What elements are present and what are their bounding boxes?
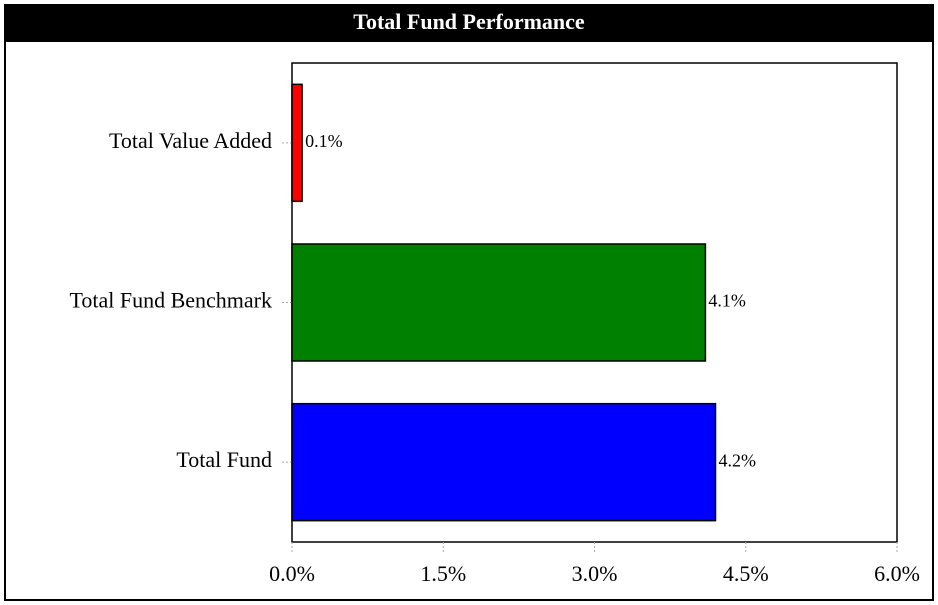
x-tick-label: 1.5% (420, 561, 466, 586)
bar (291, 83, 303, 203)
x-tick-label: 6.0% (874, 561, 920, 586)
x-tick-label: 0.0% (269, 561, 315, 586)
title-bar (5, 5, 933, 42)
bar (291, 243, 707, 362)
y-tick-label: Total Fund Benchmark (69, 288, 272, 313)
x-tick-label: 3.0% (572, 561, 618, 586)
x-tick-label: 4.5% (723, 561, 769, 586)
value-label: 4.2% (719, 450, 757, 470)
y-tick-label: Total Value Added (109, 128, 272, 153)
value-label: 0.1% (305, 131, 343, 151)
bar (291, 402, 717, 522)
value-label: 4.1% (708, 291, 746, 311)
chart-title: Total Fund Performance (353, 9, 585, 34)
y-tick-label: Total Fund (176, 447, 272, 472)
